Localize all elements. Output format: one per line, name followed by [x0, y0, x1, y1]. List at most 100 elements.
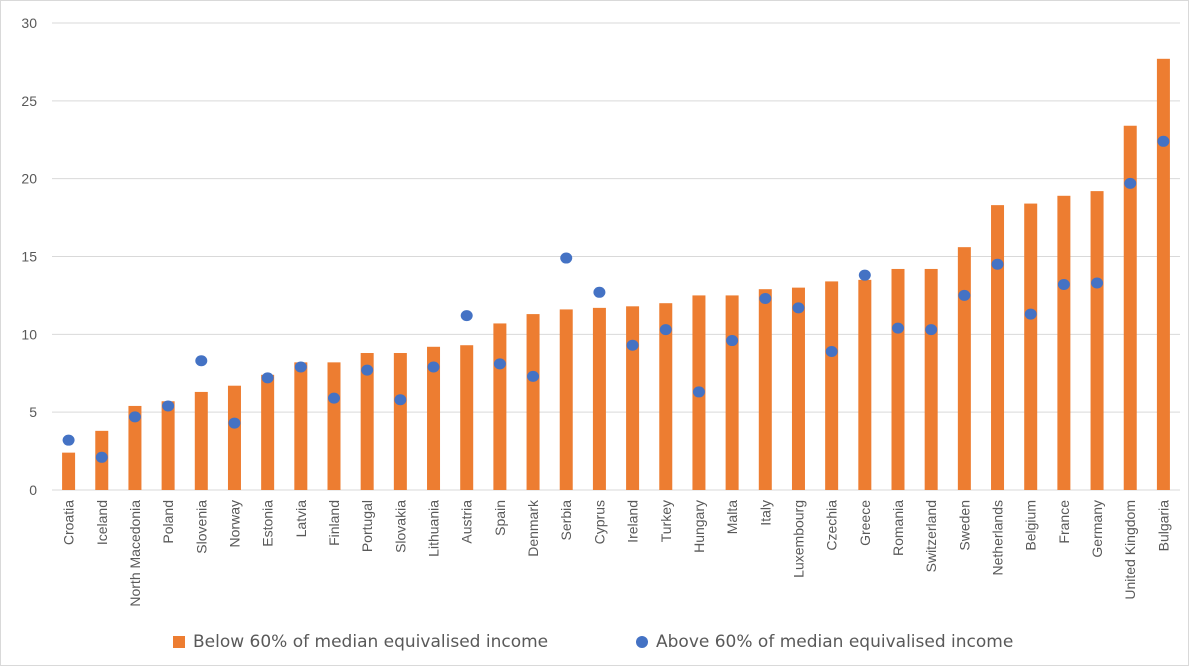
- dot: [759, 293, 772, 305]
- dot: [692, 386, 705, 398]
- dot: [593, 286, 606, 298]
- bar: [227, 385, 241, 490]
- y-tick-label: 15: [21, 249, 37, 265]
- x-tick-label: Iceland: [94, 500, 110, 545]
- x-tick-label: Netherlands: [990, 500, 1006, 576]
- x-tick-label: Italy: [757, 500, 773, 526]
- dot: [892, 322, 904, 334]
- bar: [1024, 203, 1038, 490]
- x-tick-label: Croatia: [61, 500, 77, 545]
- legend: Below 60% of median equivalised income A…: [0, 632, 1189, 658]
- x-tick-label: United Kingdom: [1122, 500, 1138, 600]
- bar: [626, 306, 640, 490]
- dot: [792, 302, 805, 314]
- dot: [128, 411, 141, 423]
- dot: [991, 258, 1004, 270]
- dot: [1091, 277, 1104, 289]
- dot: [858, 269, 871, 281]
- bar: [725, 295, 739, 490]
- dot: [195, 355, 208, 367]
- x-tick-label: Germany: [1089, 500, 1105, 558]
- dot: [626, 339, 639, 351]
- dot: [95, 451, 108, 463]
- legend-item-below: Below 60% of median equivalised income: [173, 632, 548, 652]
- y-tick-label: 0: [29, 482, 37, 498]
- y-tick-label: 25: [21, 93, 37, 109]
- dot: [460, 310, 473, 322]
- x-tick-label: Portugal: [359, 500, 375, 552]
- legend-label-above: Above 60% of median equivalised income: [656, 632, 1014, 652]
- x-tick-label: Sweden: [956, 500, 972, 551]
- dot: [825, 345, 838, 357]
- bar: [858, 279, 872, 490]
- dot: [427, 361, 440, 373]
- x-tick-label: Slovakia: [392, 500, 408, 553]
- bar: [758, 289, 772, 490]
- x-tick-label: Latvia: [293, 500, 309, 538]
- bar: [393, 353, 407, 490]
- x-tick-label: Finland: [326, 500, 342, 546]
- legend-item-above: Above 60% of median equivalised income: [636, 632, 1013, 652]
- bar: [62, 452, 76, 490]
- bar: [924, 268, 938, 490]
- x-tick-label: Austria: [459, 500, 475, 544]
- dot: [958, 289, 971, 301]
- bar: [957, 247, 971, 490]
- dot: [328, 392, 340, 404]
- bar: [791, 287, 805, 490]
- dot: [62, 434, 75, 446]
- bar: [1156, 58, 1170, 490]
- x-tick-label: Estonia: [260, 500, 276, 547]
- dot: [361, 364, 374, 376]
- bar: [991, 205, 1005, 490]
- dot: [493, 358, 506, 370]
- bar: [427, 346, 441, 490]
- x-tick-label: Belgium: [1023, 500, 1039, 551]
- x-tick-label: Spain: [492, 500, 508, 536]
- bar: [825, 281, 839, 490]
- bar: [327, 362, 341, 490]
- x-tick-label: North Macedonia: [127, 500, 143, 607]
- legend-label-below: Below 60% of median equivalised income: [193, 632, 549, 652]
- bar: [128, 405, 142, 490]
- x-tick-label: Luxembourg: [790, 500, 806, 578]
- dot: [162, 400, 175, 412]
- x-tick-label: France: [1056, 500, 1072, 544]
- dot: [1057, 279, 1070, 291]
- dot: [228, 417, 241, 429]
- legend-swatch-dot: [636, 636, 648, 648]
- bar: [1057, 195, 1071, 491]
- x-tick-label: Romania: [890, 500, 906, 556]
- dot: [659, 324, 672, 336]
- x-tick-label: Bulgaria: [1155, 500, 1171, 552]
- bar: [592, 307, 606, 490]
- x-tick-label: Serbia: [558, 500, 574, 541]
- gridlines: [52, 22, 1180, 491]
- bar-chart: 0 5 10 15 20 25 30 Croatia Iceland North Macedon…: [21, 15, 1180, 607]
- dot: [726, 335, 739, 347]
- dot: [1124, 177, 1137, 189]
- bar: [891, 268, 905, 490]
- x-tick-label: Norway: [226, 500, 242, 547]
- x-tick-label: Turkey: [658, 500, 674, 542]
- bar: [161, 401, 175, 490]
- dot: [261, 372, 274, 384]
- bar: [294, 362, 308, 490]
- dot: [560, 252, 573, 264]
- x-tick-label: Slovenia: [193, 500, 209, 554]
- y-axis-ticks: 0 5 10 15 20 25 30: [21, 15, 37, 498]
- bar: [460, 345, 474, 490]
- dot: [527, 370, 540, 382]
- x-tick-label: Malta: [724, 500, 740, 534]
- bar: [1090, 191, 1104, 490]
- x-tick-label: Denmark: [525, 499, 541, 557]
- dot: [1024, 308, 1037, 320]
- y-tick-label: 10: [21, 326, 37, 342]
- x-tick-label: Poland: [160, 500, 176, 544]
- x-tick-label: Czechia: [824, 500, 840, 551]
- y-tick-label: 20: [21, 171, 37, 187]
- bar: [261, 374, 275, 490]
- bar-series: [62, 58, 1170, 491]
- bar: [659, 303, 673, 490]
- legend-swatch-bar: [173, 636, 185, 648]
